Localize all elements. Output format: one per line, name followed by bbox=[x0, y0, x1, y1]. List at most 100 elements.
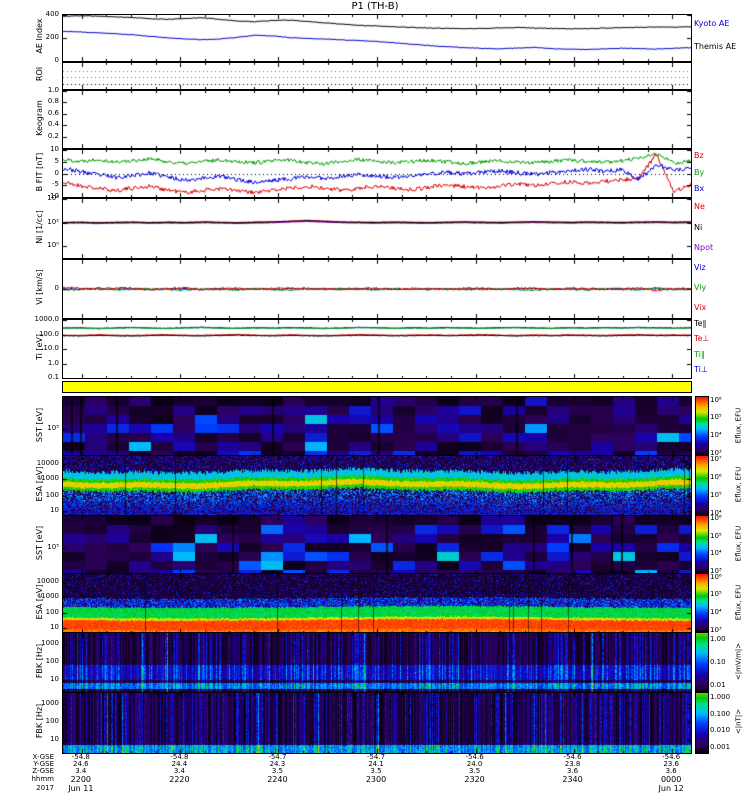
time-tick-label: 2200 bbox=[70, 775, 91, 784]
y-tick-label: 0 bbox=[54, 56, 59, 64]
y-tick-label: 10 bbox=[50, 675, 59, 684]
date-label-right: Jun 12 bbox=[658, 784, 684, 793]
velocity-canvas bbox=[63, 260, 691, 318]
panel-ae-index bbox=[62, 14, 692, 62]
time-tick-label: 2220 bbox=[169, 775, 190, 784]
y-tick-label: 10 bbox=[50, 623, 59, 632]
colorbar-axis-label: <|mV/m|> bbox=[734, 642, 743, 681]
temperature-canvas bbox=[63, 320, 691, 378]
colorbar-tick-label: 0.100 bbox=[710, 709, 731, 718]
y-tick-label: 5 bbox=[54, 156, 59, 165]
series-label: Npot bbox=[694, 243, 714, 253]
fbk-e-spectrogram-canvas bbox=[63, 633, 691, 693]
y-tick-label: 100 bbox=[45, 656, 59, 665]
x-gse-value: -54.7 bbox=[268, 753, 287, 761]
series-label: Themis AE bbox=[694, 42, 737, 52]
esa-ion-spectrogram-canvas bbox=[63, 456, 691, 516]
x-gse-value: -54.8 bbox=[71, 753, 90, 761]
colorbar-tick-label: 1.000 bbox=[710, 692, 731, 701]
y-tick-label: 10⁵ bbox=[47, 424, 59, 433]
y-tick-label: 1000 bbox=[41, 698, 59, 707]
roi-canvas bbox=[63, 63, 691, 89]
colorbar-tick-label: 10⁵ bbox=[710, 590, 722, 599]
y-tick-label: 0.2 bbox=[47, 131, 59, 140]
y-axis-label-sst2: SST [eV] bbox=[35, 525, 44, 561]
axis-row-label: Z-GSE bbox=[32, 767, 54, 775]
series-label: Ne bbox=[694, 201, 705, 211]
x-gse-value: -54.6 bbox=[563, 753, 582, 761]
y-tick-label: 100 bbox=[45, 716, 59, 725]
y-tick-label: 10⁵ bbox=[47, 542, 59, 551]
y-tick-label: 0 bbox=[54, 284, 59, 292]
colorbar-axis-label: Eflux, EFU bbox=[734, 584, 743, 620]
y-gse-value: 23.6 bbox=[663, 760, 679, 768]
z-gse-value: 3.5 bbox=[370, 767, 382, 775]
time-tick-label: 0000 bbox=[660, 775, 682, 784]
date-label-left: Jun 11 bbox=[68, 784, 94, 793]
y-tick-label: 10⁰ bbox=[47, 241, 59, 250]
colorbar-tick-label: 0.01 bbox=[710, 680, 726, 689]
x-gse-value: -54.6 bbox=[662, 753, 681, 761]
colorbar-axis-label: Eflux, EFU bbox=[734, 466, 743, 503]
axis-row-label: hhmm bbox=[31, 775, 54, 783]
y-gse-value: 24.3 bbox=[269, 760, 286, 768]
y-tick-label: -10 bbox=[47, 192, 59, 200]
colorbar-tick-label: 10⁴ bbox=[710, 508, 722, 517]
series-label: Bx bbox=[694, 183, 705, 193]
y-axis-label-keo: Keogram bbox=[35, 99, 44, 136]
colorbar-esa2 bbox=[695, 573, 709, 634]
ae-index-canvas bbox=[63, 15, 691, 61]
series-label: By bbox=[694, 167, 705, 177]
colorbar-fbk1 bbox=[695, 632, 709, 694]
y-tick-label: 1000.0 bbox=[34, 315, 60, 323]
colorbar-axis-label: Eflux, EFU bbox=[734, 407, 743, 443]
panel-density bbox=[62, 198, 692, 259]
panel-b-fit bbox=[62, 149, 692, 198]
panel-temperature bbox=[62, 319, 692, 379]
y-tick-label: 100 bbox=[45, 607, 59, 616]
series-label: Te∥ bbox=[694, 318, 707, 328]
x-gse-value: -54.8 bbox=[170, 753, 189, 761]
x-gse-value: -54.6 bbox=[465, 753, 484, 761]
colorbar-tick-label: 10⁵ bbox=[710, 490, 722, 499]
y-axis-label-sst1: SST [eV] bbox=[35, 407, 44, 442]
y-tick-label: 10 bbox=[50, 506, 59, 515]
colorbar-tick-label: 0.010 bbox=[710, 726, 731, 735]
z-gse-value: 3.5 bbox=[469, 767, 481, 775]
series-label: Ti⊥ bbox=[694, 365, 708, 375]
colorbar-tick-label: 10⁴ bbox=[710, 549, 722, 558]
y-tick-label: 10 bbox=[50, 735, 59, 744]
y-tick-label: 1000 bbox=[41, 474, 59, 483]
y-tick-label: 10⁴ bbox=[47, 194, 59, 202]
y-gse-value: 24.4 bbox=[171, 760, 188, 768]
axis-row-label: 2017 bbox=[36, 784, 54, 792]
z-gse-value: 3.5 bbox=[271, 767, 283, 775]
plot-title: P1 (TH-B) bbox=[351, 1, 399, 12]
y-axis-label-fbk1: FBK [Hz] bbox=[35, 643, 44, 679]
panel-flag-bar bbox=[62, 381, 692, 393]
colorbar-tick-label: 10⁷ bbox=[710, 454, 722, 463]
colorbar-tick-label: 10³ bbox=[710, 566, 722, 575]
y-tick-label: 10.0 bbox=[43, 344, 59, 352]
y-tick-label: 0.1 bbox=[47, 373, 59, 381]
y-tick-label: 400 bbox=[45, 10, 59, 18]
y-axis-label-ae: AE Index bbox=[35, 18, 44, 54]
y-axis-label-roi: ROI bbox=[35, 66, 44, 82]
panel-keogram bbox=[62, 90, 692, 149]
y-tick-label: 0 bbox=[54, 168, 59, 177]
x-gse-value: -54.7 bbox=[366, 753, 386, 761]
sst-ion-spectrogram-canvas bbox=[63, 397, 691, 456]
y-gse-value: 24.0 bbox=[466, 760, 483, 768]
z-gse-value: 3.6 bbox=[566, 767, 579, 775]
colorbar-tick-label: 10⁴ bbox=[710, 430, 722, 439]
y-tick-label: 10 bbox=[50, 145, 59, 153]
y-tick-label: 0.6 bbox=[47, 108, 59, 117]
colorbar-esa1 bbox=[695, 455, 709, 517]
y-gse-value: 23.8 bbox=[564, 760, 581, 768]
y-gse-value: 24.6 bbox=[73, 760, 89, 768]
colorbar-tick-label: 0.10 bbox=[710, 658, 726, 666]
colorbar-fbk2 bbox=[695, 692, 709, 754]
fbk-b-spectrogram-canvas bbox=[63, 693, 691, 753]
z-gse-value: 3.6 bbox=[665, 767, 677, 775]
